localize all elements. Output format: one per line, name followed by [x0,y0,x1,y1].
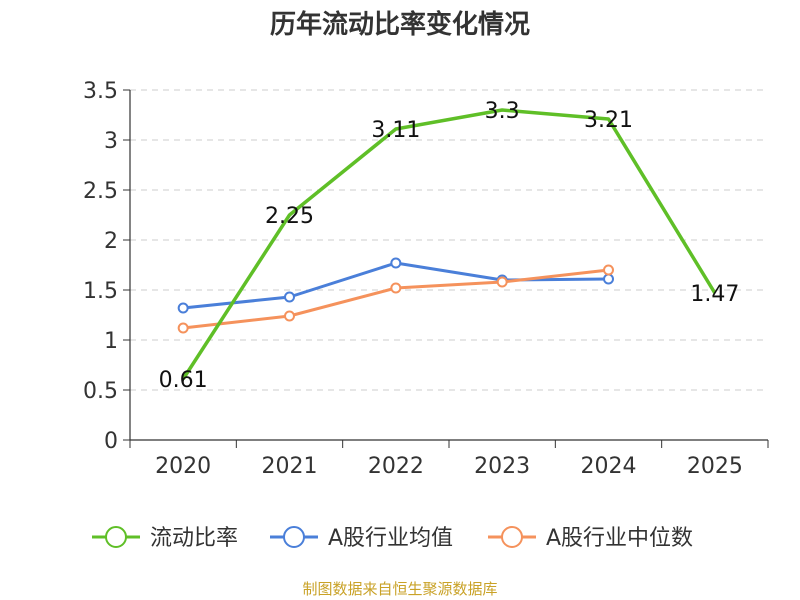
y-tick-label: 3 [104,129,118,154]
data-label: 0.61 [159,368,208,393]
y-tick-label: 0 [104,429,118,454]
legend-label: A股行业中位数 [546,526,693,551]
x-tick-label: 2022 [368,454,424,479]
data-label: 3.3 [485,99,520,124]
chart-title: 历年流动比率变化情况 [269,10,530,40]
source-footer: 制图数据来自恒生聚源数据库 [302,580,498,598]
data-label: 2.25 [265,204,314,229]
x-tick-label: 2020 [155,454,211,479]
data-point [603,273,614,285]
data-label: 3.11 [371,118,420,143]
data-point [496,276,508,288]
data-point [390,282,402,294]
y-tick-label: 2.5 [83,179,118,204]
y-tick-label: 1.5 [83,279,118,304]
x-tick-label: 2023 [474,454,530,479]
x-tick-label: 2024 [581,454,637,479]
legend-marker [105,526,127,548]
data-point [284,310,295,322]
data-point [603,264,614,276]
data-point [390,257,402,269]
series-line [181,108,717,380]
legend-marker [501,526,523,548]
data-point [177,302,189,314]
legend-label: 流动比率 [150,526,238,551]
data-label: 1.47 [690,282,739,307]
y-tick-label: 2 [104,229,118,254]
data-point [284,291,295,303]
x-tick-label: 2021 [262,454,318,479]
y-tick-label: 1 [104,329,118,354]
legend-marker [283,526,305,548]
legend-label: A股行业均值 [328,526,453,551]
data-label: 3.21 [584,108,633,133]
y-tick-label: 0.5 [83,379,118,404]
x-tick-label: 2025 [687,454,743,479]
y-tick-label: 3.5 [83,79,118,104]
data-point [177,322,189,334]
